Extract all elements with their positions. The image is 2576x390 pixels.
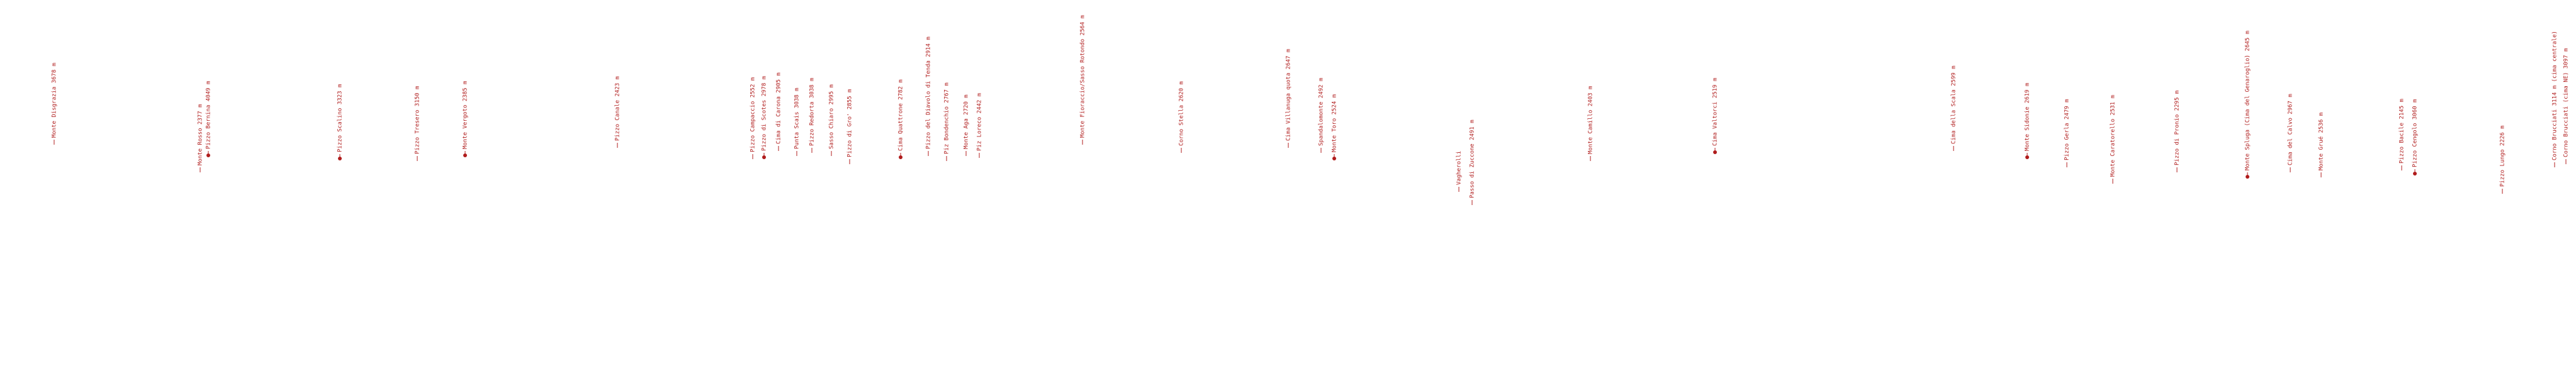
peak-label: Cima del Calvo 2967 m [2288,94,2294,165]
peak-label: Cima Valtorci 2519 m [1713,78,1719,146]
peak-label: Pizzo del Diavolo di Tenda 2914 m [926,36,932,149]
peak-label: Cima Quattrone 2782 m [898,79,904,151]
peak-label: Punta Scais 3038 m [794,87,801,149]
peak-label: Cima della Scala 2599 m [1951,65,1957,144]
peak-dot [1713,150,1717,154]
peak-label: Pizzo Bacile 2145 m [2399,99,2405,164]
peak-label: Pizzo Canale 2423 m [615,76,621,141]
peak-label: Monte Vergoto 2385 m [463,81,469,149]
peak-dot [338,157,342,160]
peak-label: Pizzo Gerla 2479 m [2064,99,2071,160]
peak-label: Passo di Zuccone 2491 m [1470,120,1476,198]
peak-dot [2025,155,2029,159]
peak-label: Pizzo di Gro' 2855 m [847,89,853,157]
peak-label: Corno Brucciati 3114 m (cima centrale) [2552,31,2558,160]
peak-label: Monte Caratorello 2531 m [2110,95,2117,177]
peak-label: Monte Camillo 2403 m [1588,86,1594,154]
peak-label: Pizzo Tresero 3150 m [415,86,421,154]
peak-label: Sasso Chiaro 2995 m [829,84,835,149]
peak-label: Vagherolli [1456,151,1463,185]
peak-dot [463,153,467,157]
peak-label: Monte Sidonie 2619 m [2025,83,2031,151]
peak-label: Monte Spluga (Cima del Genaroglio) 2645 … [2245,31,2251,170]
peak-label: Monte Fioraccio/Sasso Rotondo 2564 m [1080,15,1086,138]
peak-label: Monte Aga 2720 m [964,94,970,149]
peak-label: Monte Disgrazia 3678 m [52,63,58,138]
peak-label: Pizzo di Scotes 2978 m [762,76,768,151]
peak-dot [2246,175,2249,179]
peak-dot [899,155,903,159]
peak-label: Pizzo Campaccio 2552 m [750,77,756,152]
peak-label: Monte Grué 2536 m [2318,113,2325,170]
peak-label: Pizzo Cengolo 3060 m [2412,99,2419,167]
peak-label: Pizzo Lungo 2226 m [2500,125,2506,187]
peak-label: Monte Toro 2524 m [1332,94,1338,152]
peak-dot [1332,157,1336,160]
peak-label: Spandalomonte 2492 m [1319,78,1325,146]
peak-label: Monte Rosso 2377 m [198,104,204,165]
peak-dot [206,153,210,157]
peak-label: Cima di Carona 2905 m [776,72,782,144]
peak-dot [762,155,766,159]
peak-label: Pizzo di Pronio 2295 m [2174,91,2181,165]
peak-label: Pizzo Redorta 3038 m [809,78,816,146]
peak-label: Pizzo Scalino 3323 m [337,84,344,152]
peak-label: Corno Stella 2620 m [1179,81,1185,146]
peak-label: Piz Bondenchio 2767 m [944,82,950,154]
peak-label: Piz Loreco 2442 m [977,93,983,151]
peak-label: Corno Brucciati (cima NE) 3097 m [2563,48,2570,157]
peak-label: Pizzo Bernina 4049 m [206,81,212,149]
peak-label: Cima Villanuga quota 2647 m [1286,49,1292,141]
peak-dot [2413,172,2417,176]
